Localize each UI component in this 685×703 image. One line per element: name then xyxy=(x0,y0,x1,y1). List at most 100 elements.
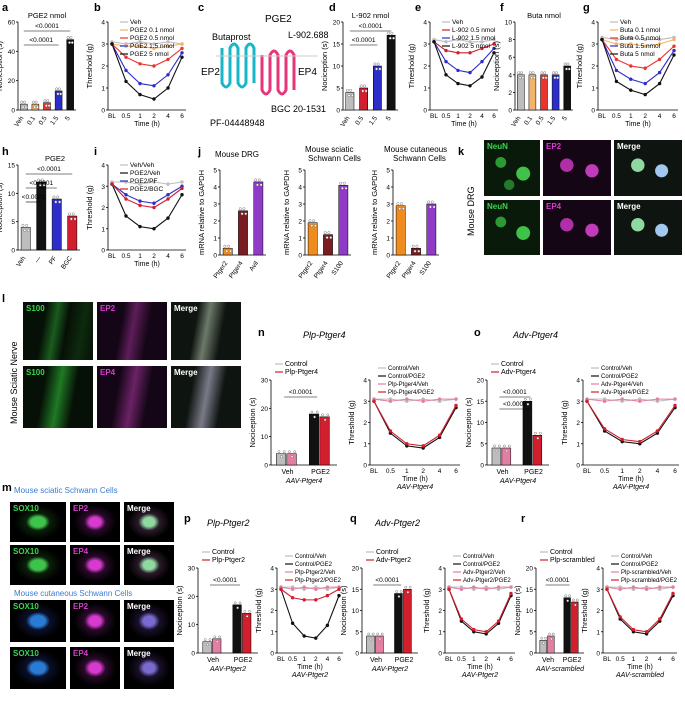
x-tick-label-i: 1 xyxy=(138,253,142,260)
bar-n xyxy=(286,453,297,466)
y-tick-label-d: 5 xyxy=(336,86,340,93)
point-q xyxy=(397,595,401,598)
panel-label-j: j xyxy=(197,146,201,158)
series-point-i xyxy=(124,197,128,201)
point-j2 xyxy=(310,224,314,228)
series-point-i xyxy=(180,186,184,191)
point-d xyxy=(359,84,363,88)
series-point-p2 xyxy=(325,623,330,628)
legend-label-e: L-902 0.5 nmol xyxy=(452,27,496,34)
merge-label: Merge xyxy=(127,602,151,611)
panel-label-f: f xyxy=(500,2,504,14)
bar-d xyxy=(345,92,355,111)
y-axis-label-j3: mRNA relative to GAPDH xyxy=(370,170,379,255)
y-tick-label-j2: 4 xyxy=(298,185,302,192)
point-f xyxy=(521,76,525,80)
x-tick-label-b: 6 xyxy=(180,113,184,120)
diagram-pge2: PGE2 xyxy=(265,14,292,25)
point-f xyxy=(552,71,555,75)
legend-label-o-bar: Adv-Ptger4 xyxy=(501,369,536,376)
series-point-i xyxy=(180,180,184,184)
p-value-o: <0.0001 xyxy=(503,401,527,408)
s100-label: S100 xyxy=(26,368,45,377)
y-tick-label-j2: 2 xyxy=(298,219,302,226)
series-point-g xyxy=(657,57,662,62)
legend-label-b: PGE2 0.1 nmol xyxy=(130,27,175,34)
series-point-b xyxy=(124,68,128,73)
point-n xyxy=(313,415,316,419)
y-tick-label-g: 1 xyxy=(591,86,595,93)
l-merge-bottom-image: Merge xyxy=(171,366,241,428)
series-line-g xyxy=(601,39,675,47)
point-p xyxy=(203,638,207,641)
y-tick-label-r: 10 xyxy=(526,608,534,615)
point-d xyxy=(363,84,366,88)
series-point-q2 xyxy=(496,619,501,623)
series-line-g xyxy=(601,39,675,69)
x-tick-label-b: BL xyxy=(108,113,116,120)
y-axis-label-j1: mRNA relative to GAPDH xyxy=(197,170,206,255)
series-point-n2 xyxy=(388,399,393,403)
neun-label: NeuN xyxy=(487,202,508,211)
y-tick-label-b: 1 xyxy=(101,86,105,93)
y-tick-label-e: 1 xyxy=(423,86,427,93)
panel-label-i: i xyxy=(94,146,97,158)
point-p xyxy=(245,615,249,618)
point-j3 xyxy=(411,244,415,248)
series-point-n2 xyxy=(454,403,458,408)
series-point-i xyxy=(152,205,156,210)
legend-label-r-line: Control/Veh xyxy=(621,554,652,560)
y-tick-label-i: 1 xyxy=(101,226,105,233)
x-tick-label-f: 0.1 xyxy=(523,115,534,127)
point-a xyxy=(43,99,47,103)
x-tick-label-p2: 6 xyxy=(337,656,341,663)
x-tick-label-e: 2 xyxy=(468,113,472,120)
series-point-g xyxy=(629,35,633,40)
series-point-r2 xyxy=(644,630,649,634)
y-tick-label-a: 20 xyxy=(8,78,16,85)
series-point-b xyxy=(166,73,170,77)
series-point-g xyxy=(629,88,633,92)
bar-d xyxy=(373,65,382,111)
series-line-q2 xyxy=(448,586,511,590)
merge-label: Merge xyxy=(174,368,198,377)
y-tick-label-i: 2 xyxy=(101,205,105,212)
legend-label-e: L-902 5 nmol xyxy=(452,43,490,50)
series-point-b xyxy=(124,79,128,84)
point-r xyxy=(542,641,545,645)
series-point-p2 xyxy=(337,587,341,591)
bar-j3 xyxy=(395,205,406,256)
x-tick-label-q2: 0.5 xyxy=(457,656,466,663)
x-axis-label-i: Time (h) xyxy=(134,261,160,268)
bar-q xyxy=(375,635,384,654)
y-tick-label-d: 10 xyxy=(333,64,341,71)
y-axis-label-j2: mRNA relative to GAPDH xyxy=(282,170,291,255)
y-tick-label-o: 0 xyxy=(480,463,484,470)
series-point-p2 xyxy=(302,634,306,638)
point-j1 xyxy=(227,244,230,248)
panel-label-l: l xyxy=(2,293,5,305)
point-j3 xyxy=(430,200,434,204)
x-tick-label-o2: 6 xyxy=(673,468,677,475)
point-h xyxy=(56,195,60,199)
y-tick-label-f: 8 xyxy=(508,37,512,44)
legend-label-r-bar: Control xyxy=(550,549,573,556)
y-axis-label-g: Threshold (g) xyxy=(575,43,584,88)
point-h xyxy=(71,212,75,216)
series-point-q2 xyxy=(459,587,464,591)
x-tick-label-j3: S100 xyxy=(419,260,434,277)
series-point-e xyxy=(444,73,448,77)
m-ep4-cut-image: EP4 xyxy=(70,647,120,689)
point-d xyxy=(375,67,378,71)
bar-j3 xyxy=(426,203,437,256)
series-point-r2 xyxy=(605,587,609,591)
y-tick-label-b: 4 xyxy=(101,20,105,27)
series-point-e xyxy=(444,59,448,64)
y-axis-label-o: Nociception (s) xyxy=(464,397,473,448)
l-merge-top-image: Merge xyxy=(171,302,241,360)
series-point-e xyxy=(468,51,472,55)
x-tick-label-n2: 6 xyxy=(454,468,458,475)
m-sox10-ep4-image: SOX10 xyxy=(10,545,66,585)
n-title: Plp-Ptger4 xyxy=(303,330,346,340)
bar-r xyxy=(539,640,547,654)
